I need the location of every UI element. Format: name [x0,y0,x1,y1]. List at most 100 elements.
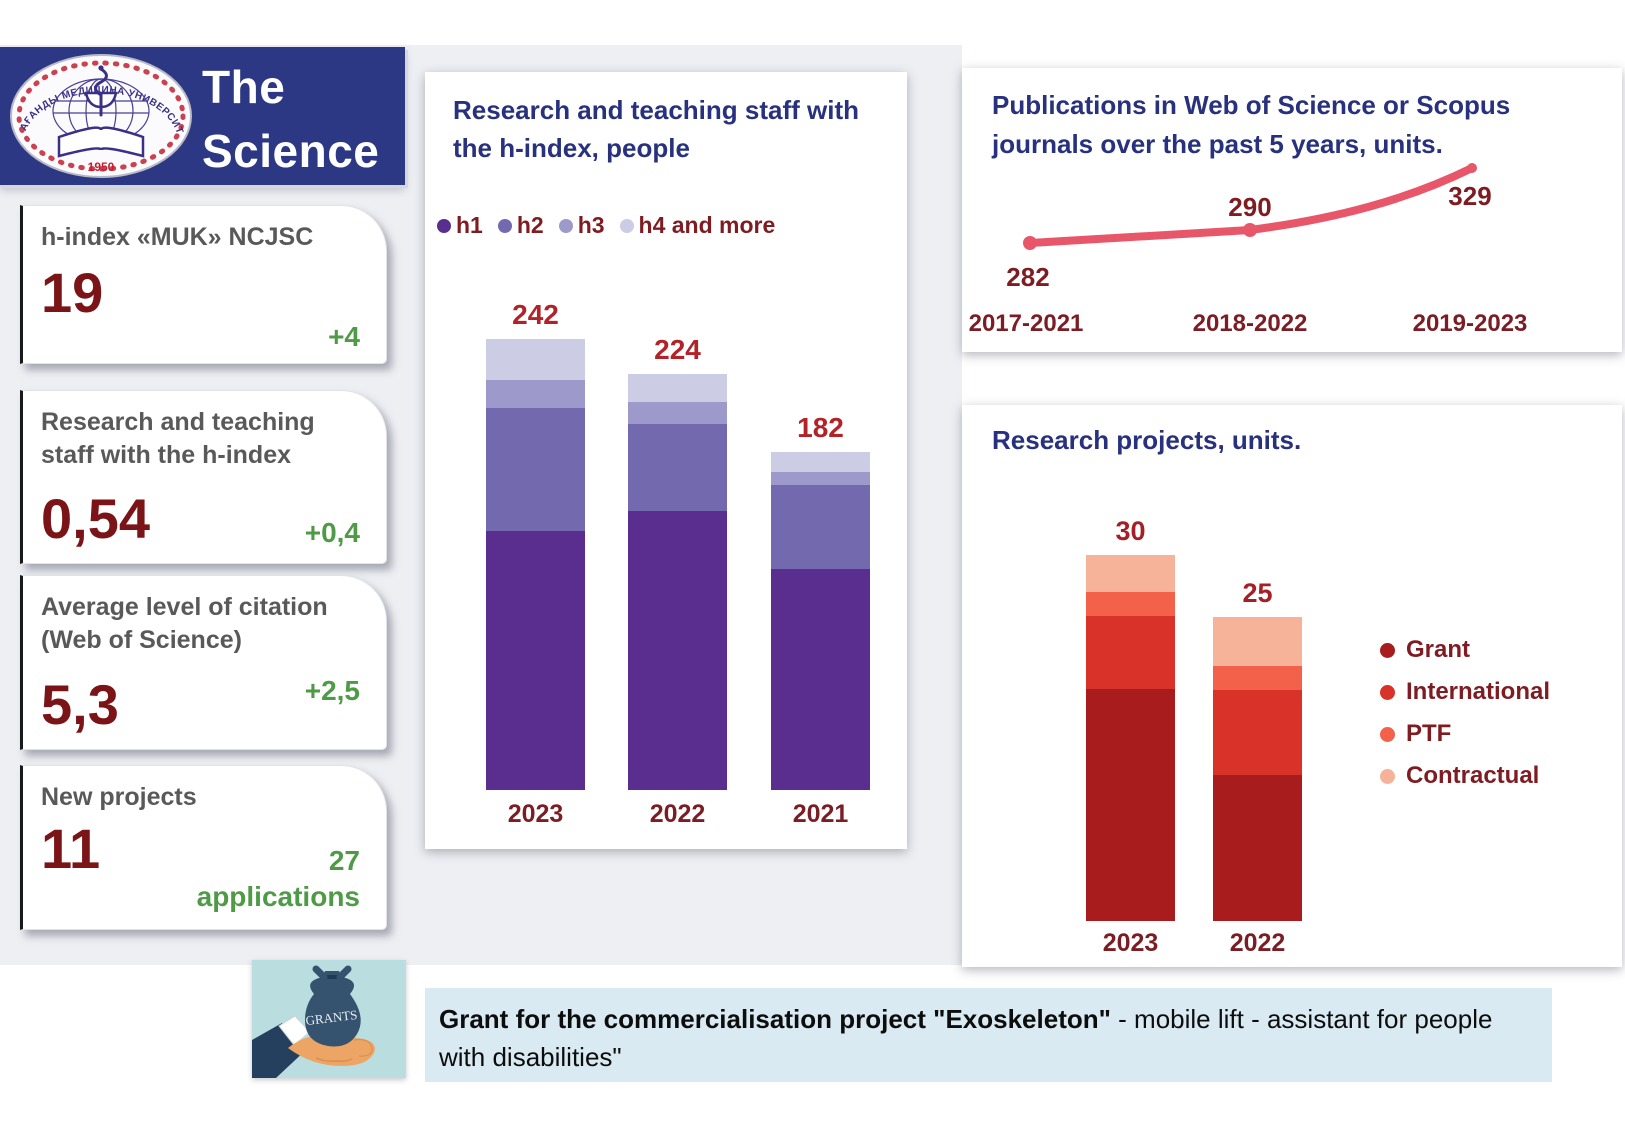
bar-total-label: 182 [797,412,844,443]
legend-item-h1: h1 [437,212,483,239]
legend-item-PTF: PTF [1380,713,1550,755]
line-value-label: 290 [1228,192,1272,222]
bar-segment-h1 [771,569,870,790]
legend-dot-icon [558,218,573,233]
grant-announcement-banner: Grant for the commercialisation project … [425,988,1552,1082]
bar-segment-h2 [628,424,727,511]
university-logo: ҚАРАҒАНДЫ МЕДИЦИНА УНИВЕРСИТЕТІ 1950 [7,53,192,178]
legend-item-Grant: Grant [1380,629,1550,671]
legend-label: h4 and more [638,212,776,238]
bar-segment-h4-and-more [771,452,870,472]
bar-category-label: 2021 [792,800,849,828]
bar-segment-PTF [1086,592,1175,616]
bar-total-label: 25 [1242,578,1273,608]
kpi-delta-suffix: applications [196,881,360,913]
kpi-card-new-projects: New projects 11 27 applications [20,765,387,930]
bar-segment-h3 [628,402,727,424]
legend-item-h3: h3 [558,212,605,239]
logo-red-ornament [16,60,186,172]
publications-chart-panel: Publications in Web of Science or Scopus… [962,68,1622,352]
bar-total-label: 242 [512,299,559,330]
bar-segment-Contractual [1086,555,1175,592]
kpi-title: h-index «MUK» NCJSC [41,223,314,251]
research-projects-chart-panel: Research projects, units. 30 2023 25 2022 G… [962,405,1622,967]
legend-dot-icon [497,218,512,233]
staff-chart-legend: h1 h2 h3 h4 and more [437,212,775,239]
bar-segment-International [1086,616,1175,689]
bar-segment-h3 [486,380,585,408]
legend-label: h3 [577,212,605,238]
legend-label: Contractual [1406,762,1540,789]
legend-dot-icon [1380,684,1395,700]
banner-text-regular: - mobile lift - assistant for people wit… [439,1004,1493,1073]
open-book-icon [57,126,145,158]
legend-dot-icon [437,218,451,233]
bar-category-label: 2022 [649,800,706,828]
legend-dot-icon [1380,726,1395,742]
legend-item-h2: h2 [497,212,544,239]
bar-segment-h1 [486,531,585,790]
kpi-delta: +4 [328,321,360,352]
bar-segment-International [1213,690,1302,775]
line-category-label: 2017-2021 [968,310,1084,337]
legend-label: Grant [1406,636,1471,663]
kpi-card-citation-level: Average level of citation (Web of Scienc… [20,575,387,750]
bar-segment-Grant [1086,689,1175,921]
data-point-marker [1467,163,1477,173]
kpi-title: Average level of citation (Web of Scienc… [41,593,328,654]
chart-title: Research projects, units. [992,425,1302,455]
staff-hindex-chart-panel: Research and teaching staff with the h-i… [425,72,907,849]
bar-segment-h4-and-more [628,374,727,402]
line-category-label: 2019-2023 [1412,310,1528,337]
bar-segment-h2 [486,408,585,531]
staff-stacked-bar-chart: 242 2023 224 2022 182 2021 [425,72,907,849]
money-bag-icon: GRANTS [305,965,361,1047]
bar-category-label: 2023 [507,800,564,828]
kpi-value: 0,54 [41,487,150,550]
legend-dot-icon [619,218,634,233]
bar-category-label: 2022 [1229,929,1286,957]
bowl-of-hygieia-icon [84,65,118,117]
logo-year: 1950 [88,160,115,174]
kpi-value: 19 [41,261,104,324]
kpi-card-h-index: h-index «MUK» NCJSC 19 +4 [20,205,387,364]
legend-label: h2 [516,212,544,238]
data-point-marker [1023,236,1037,250]
line-chart-svg [1023,163,1477,250]
projects-stacked-bar-chart: 30 2023 25 2022 [962,405,1622,967]
line-category-label: 2018-2022 [1192,310,1308,337]
chart-title: Research and teaching staff with the h-i… [453,95,859,163]
grants-money-bag-illustration: GRANTS [252,960,406,1078]
bar-total-label: 30 [1115,516,1146,546]
kpi-title: New projects [41,783,197,811]
bar-segment-h3 [771,472,870,485]
legend-item-International: International [1380,671,1550,713]
kpi-value: 11 [41,817,101,880]
legend-item-h4-and-more: h4 and more [619,212,776,239]
kpi-title: Research and teaching staff with the h-i… [41,408,315,469]
kpi-delta-number: 27 [328,845,360,877]
banner-text-bold: Grant for the commercialisation project … [439,1004,1111,1034]
data-point-marker [1243,223,1257,237]
legend-dot-icon [1380,642,1395,658]
chart-title: Publications in Web of Science or Scopus… [992,90,1511,159]
page-title: The Science [202,61,380,177]
banner-text: Grant for the commercialisation project … [439,1000,1534,1077]
bar-category-label: 2023 [1102,929,1159,957]
kpi-delta: +0,4 [304,517,360,548]
kpi-value: 5,3 [41,673,119,736]
publications-line-chart: 282 290 329 2017-2021 2018-2022 2019-2023 [962,68,1622,352]
line-value-label: 329 [1448,181,1492,211]
legend-label: h1 [456,212,483,238]
kpi-card-staff-h-index: Research and teaching staff with the h-i… [20,390,387,564]
grants-label: GRANTS [305,1007,358,1028]
line-value-label: 282 [1006,262,1050,292]
legend-dot-icon [1380,768,1395,784]
bar-segment-Grant [1213,775,1302,921]
projects-chart-legend: Grant International PTF Contractual [1380,629,1550,797]
bar-total-label: 224 [654,334,701,365]
legend-item-Contractual: Contractual [1380,755,1550,797]
kpi-delta: 27 applications [197,843,360,915]
bar-segment-h1 [628,511,727,790]
